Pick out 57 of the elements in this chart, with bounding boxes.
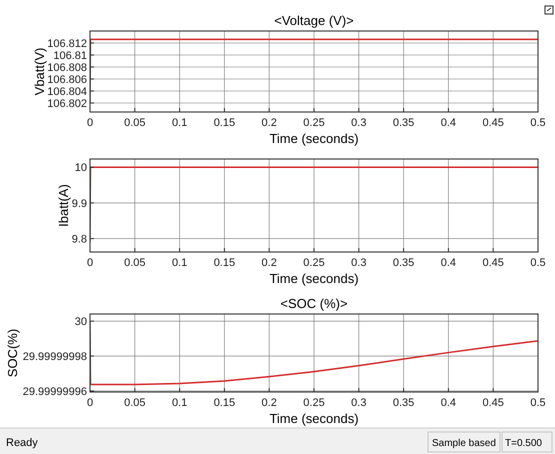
x-tick-label: 0.1 (172, 257, 188, 269)
y-tick-label: 9.9 (72, 198, 87, 210)
y-tick-label: 29.99999996 (22, 386, 87, 398)
x-tick-label: 0.15 (214, 117, 236, 129)
x-axis-title: Time (seconds) (269, 131, 359, 146)
x-tick-label: 0.35 (392, 117, 414, 129)
x-tick-label: 0.5 (530, 117, 546, 129)
x-tick-label: 0.05 (124, 397, 146, 409)
x-tick-label: 0.1 (172, 397, 188, 409)
line-series (90, 320, 538, 386)
x-tick-label: 0.4 (440, 397, 456, 409)
x-tick-label: 0.15 (214, 397, 236, 409)
x-tick-label: 0.2 (262, 397, 277, 409)
x-axis-title: Time (seconds) (269, 411, 359, 426)
x-tick-label: 0.3 (351, 117, 366, 129)
x-tick-label: 0 (86, 117, 94, 129)
x-tick-label: 0.2 (262, 117, 277, 129)
x-tick-label: 0.3 (351, 257, 366, 269)
text: T=0.500 (505, 438, 542, 449)
x-tick-label: 0.25 (303, 257, 325, 269)
x-tick-label: 0.1 (172, 117, 188, 129)
x-tick-label: 0.05 (124, 257, 146, 269)
x-tick-label: 0.45 (482, 257, 504, 269)
x-tick-label: 0.35 (392, 257, 414, 269)
y-tick-label: 30 (74, 316, 87, 328)
x-tick-label: 0 (86, 397, 94, 409)
x-tick-label: 0.15 (214, 257, 236, 269)
x-tick-label: 0.4 (440, 117, 456, 129)
y-tick-label: 29.99999998 (22, 351, 87, 364)
y-tick-label: 106.812 (47, 38, 87, 50)
y-tick-label: 106.804 (47, 86, 87, 98)
x-axis-title: Time (seconds) (269, 271, 359, 286)
y-tick-label: 9.8 (72, 234, 87, 246)
x-tick-label: 0.05 (124, 117, 146, 129)
y-tick-label: 106.806 (47, 74, 87, 86)
y-tick-label: 106.802 (47, 98, 87, 110)
x-tick-label: 0.5 (530, 257, 546, 269)
x-tick-label: 0.45 (482, 117, 504, 129)
x-tick-label: 0.25 (303, 117, 325, 129)
x-tick-label: 0.25 (303, 397, 325, 409)
x-tick-label: 0.45 (482, 397, 504, 409)
y-tick-label: 10 (74, 162, 87, 174)
x-tick-label: 0.4 (440, 257, 456, 269)
x-tick-label: 0.5 (530, 397, 546, 409)
x-tick-label: 0.35 (392, 397, 414, 409)
y-tick-label: 106.808 (47, 62, 87, 74)
chart-title: <SOC (%)> (280, 296, 348, 311)
chart-title: <Voltage (V)> (274, 13, 354, 28)
y-axis-title: Ibatt(A) (56, 184, 71, 227)
y-axis-title: Vbatt(V) (32, 48, 47, 96)
x-tick-label: 0.2 (262, 257, 277, 269)
y-axis-title: SOC(%) (5, 328, 20, 378)
text: Ready (6, 437, 38, 449)
x-tick-label: 0 (86, 257, 94, 269)
y-tick-label: 106.81 (53, 50, 87, 62)
x-tick-label: 0.3 (351, 397, 366, 409)
text: Sample based (432, 438, 496, 449)
